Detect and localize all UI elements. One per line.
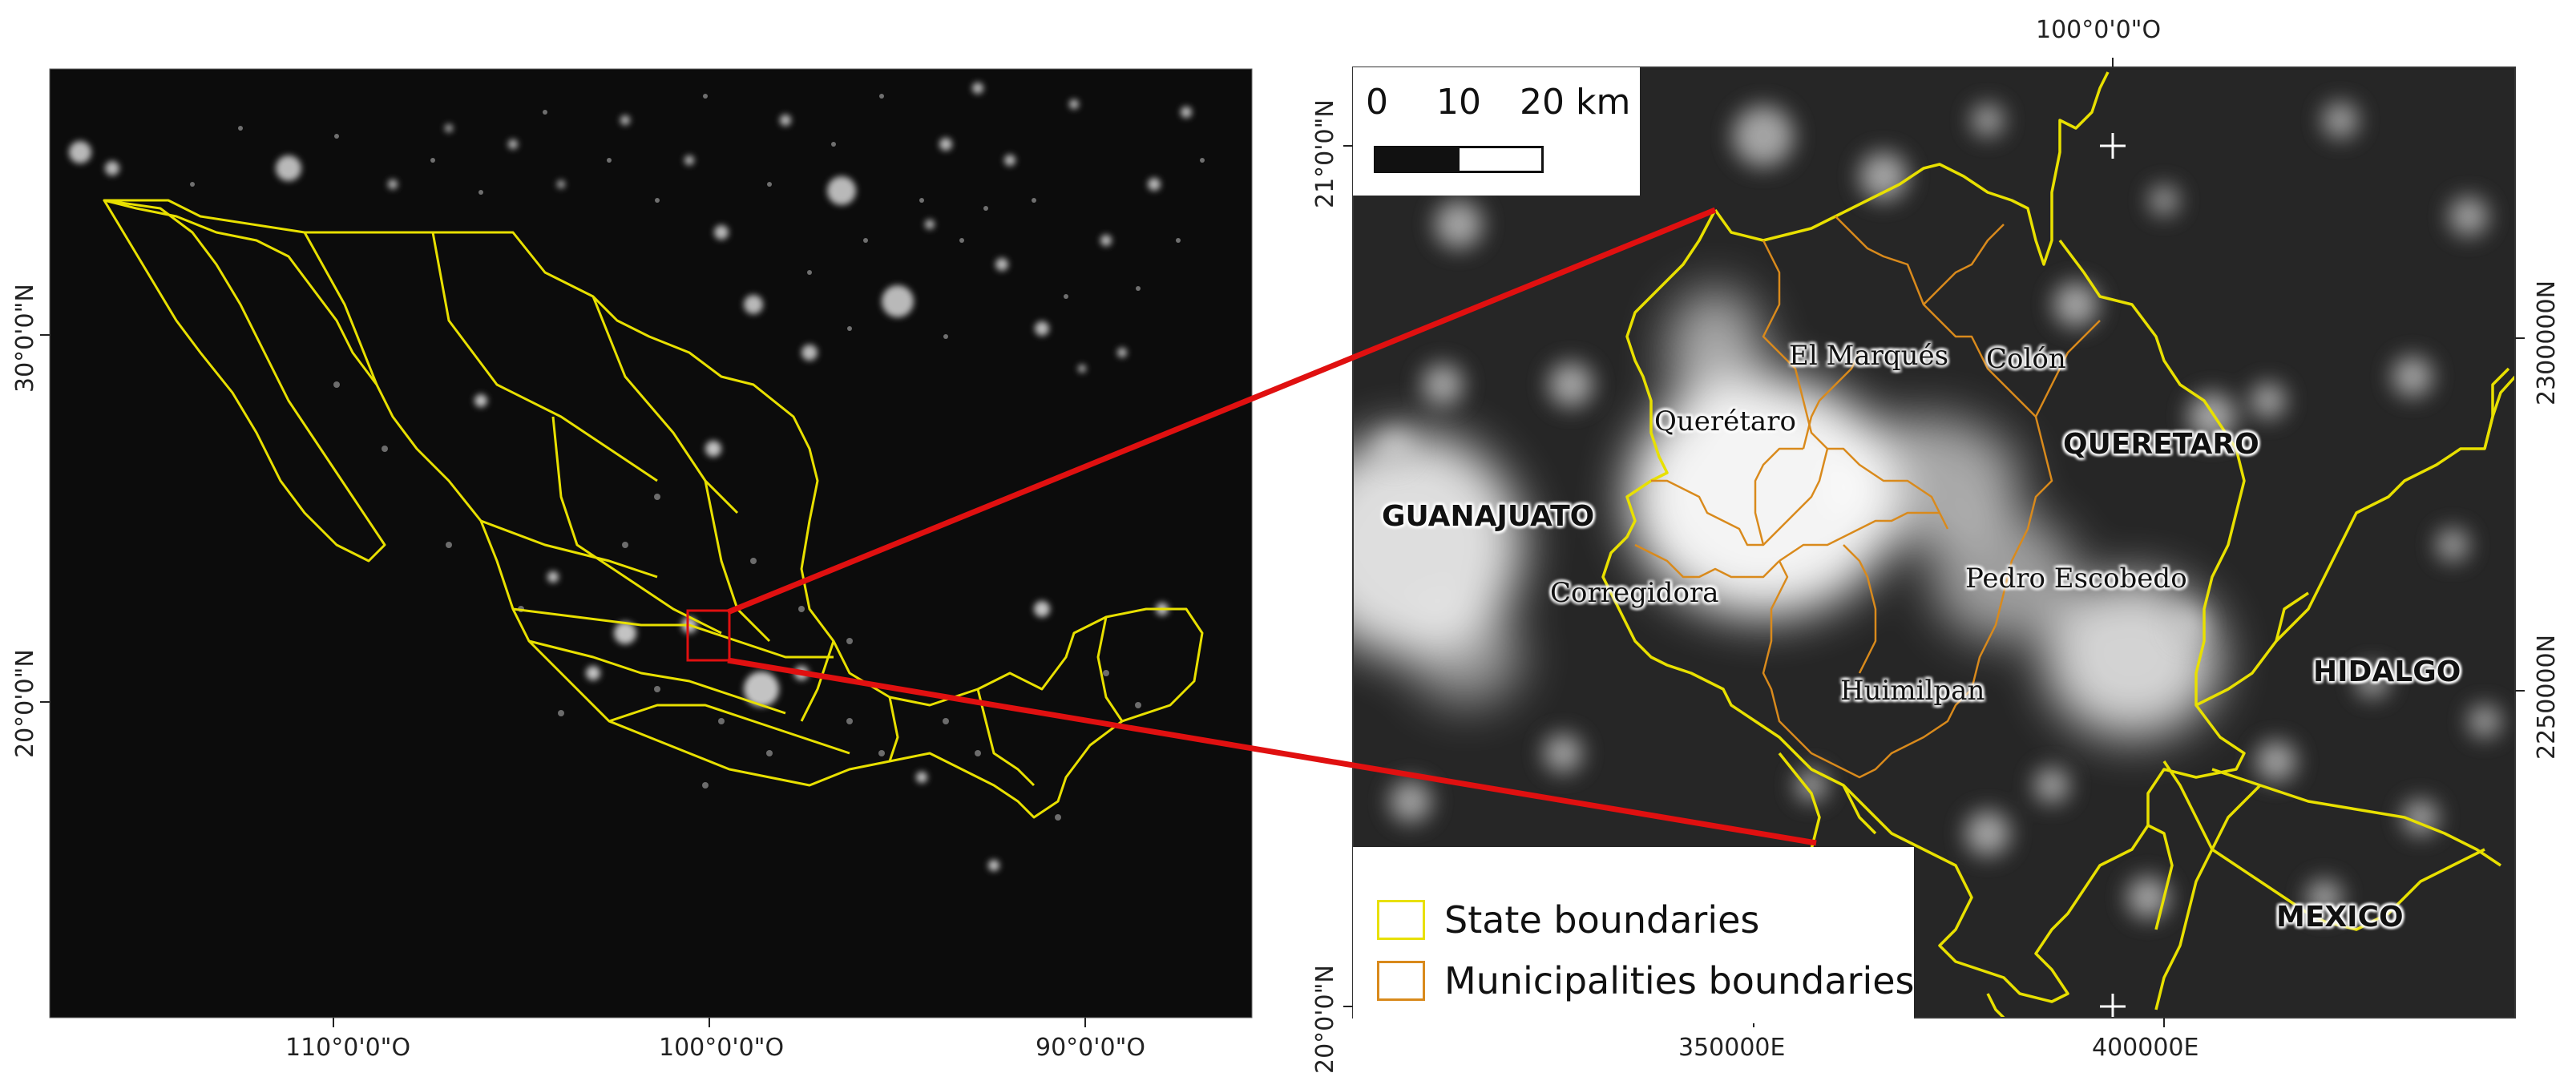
legend-item-municipality: Municipalities boundaries [1377,959,1915,1002]
scale-label-20km: 20 km [1520,82,1631,123]
state-label-hidalgo: HIDALGO [2313,655,2461,688]
legend-swatch-state [1377,900,1425,940]
us-city-lights [69,83,1192,373]
left-state-boundaries [103,199,1204,819]
state-label-mexico: MEXICO [2276,901,2404,934]
mexico-small-lights [333,381,1141,821]
grid-crosshairs [2100,133,2126,1018]
muni-label-el-marques: El Marqués [1789,340,1949,372]
scale-bar-white [1457,146,1544,173]
muni-label-queretaro: Querétaro [1654,405,1796,438]
inset-extent-box [686,609,731,662]
state-label-queretaro: QUERETARO [2063,428,2259,461]
muni-label-corregidora: Corregidora [1550,577,1719,609]
left-lon-tick-110: 110°0'0"O [285,1034,411,1062]
left-lat-tick-30: 30°0'0"N [11,284,39,393]
queretaro-state-boundary [1601,71,2246,1003]
legend-swatch-municipality [1377,961,1425,1001]
left-lon-tick-100: 100°0'0"O [659,1034,785,1062]
us-small-lights [190,94,1205,339]
right-municipality-boundaries [1634,216,2101,779]
right-top-lon-tick: 100°0'0"O [2036,16,2162,44]
scale-label-0: 0 [1366,82,1388,123]
scale-label-10: 10 [1436,82,1481,123]
scale-bar-black [1374,146,1459,173]
light-glow-medium [1375,92,2501,965]
mexico-city-lights [474,394,1169,871]
right-tick-2300000N: 2300000N [2533,280,2561,405]
right-lat-tick-20: 20°0'0"N [1311,965,1339,1074]
left-overview-map [50,69,1252,1018]
map-legend: State boundaries Municipalities boundari… [1353,847,1915,1023]
scale-bar: 0 10 20 km [1353,67,1640,196]
muni-label-huimilpan: Huimilpan [1840,675,1985,707]
legend-label-state: State boundaries [1444,898,1760,942]
legend-label-municipality: Municipalities boundaries [1444,959,1915,1002]
muni-label-colon: Colón [1986,343,2066,375]
muni-label-pedro-escobedo: Pedro Escobedo [1965,563,2187,595]
right-bottom-tick-400000E: 400000E [2092,1034,2199,1062]
right-tick-2250000N: 2250000N [2533,634,2561,760]
zoom-connector-lines [726,207,1817,846]
left-lat-tick-20: 20°0'0"N [11,649,39,758]
right-lat-tick-21: 21°0'0"N [1311,99,1339,208]
legend-item-state: State boundaries [1377,898,1759,942]
state-label-guanajuato: GUANAJUATO [1382,500,1595,533]
right-bottom-tick-350000E: 350000E [1678,1034,1786,1062]
light-glow-large [1353,288,2220,737]
left-lon-tick-90: 90°0'0"O [1036,1034,1146,1062]
